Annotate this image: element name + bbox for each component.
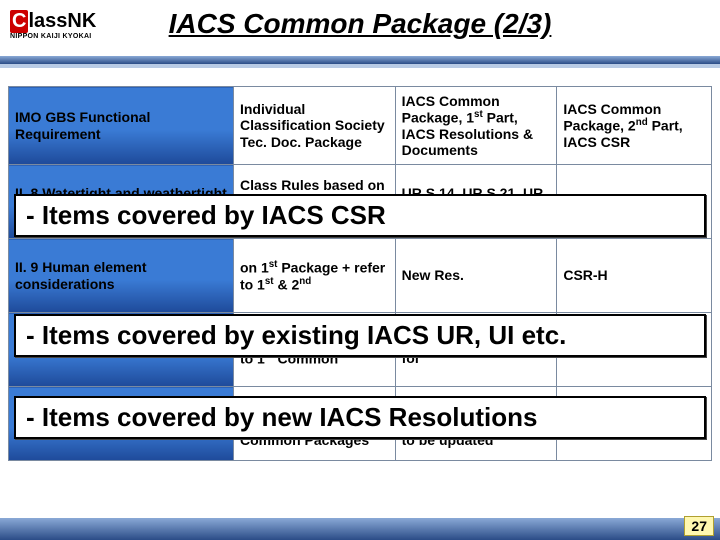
overlay-banner-new: - Items covered by new IACS Resolutions <box>14 396 706 439</box>
th-col2: Individual Classification Society Tec. D… <box>233 87 395 165</box>
cell-r2c2: on 1st Package + refer to 1st & 2nd <box>233 239 395 313</box>
cell-r2c4: CSR-H <box>557 239 712 313</box>
page-number: 27 <box>684 516 714 536</box>
title-bar-light <box>0 64 720 68</box>
th-col4: IACS Common Package, 2nd Part, IACS CSR <box>557 87 712 165</box>
overlay-banner-csr: - Items covered by IACS CSR <box>14 194 706 237</box>
cell-r2c1: II. 9 Human element considerations <box>9 239 234 313</box>
table-row: II. 9 Human element considerations on 1s… <box>9 239 712 313</box>
th-col1: IMO GBS Functional Requirement <box>9 87 234 165</box>
table-header-row: IMO GBS Functional Requirement Individua… <box>9 87 712 165</box>
overlay-banner-existing: - Items covered by existing IACS UR, UI … <box>14 314 706 357</box>
footer-bar <box>0 518 720 540</box>
page-title: IACS Common Package (2/3) <box>0 8 720 40</box>
slide: ClassNK NIPPON KAIJI KYOKAI IACS Common … <box>0 0 720 540</box>
title-bar <box>0 56 720 64</box>
th-col3: IACS Common Package, 1st Part, IACS Reso… <box>395 87 557 165</box>
cell-r2c3: New Res. <box>395 239 557 313</box>
